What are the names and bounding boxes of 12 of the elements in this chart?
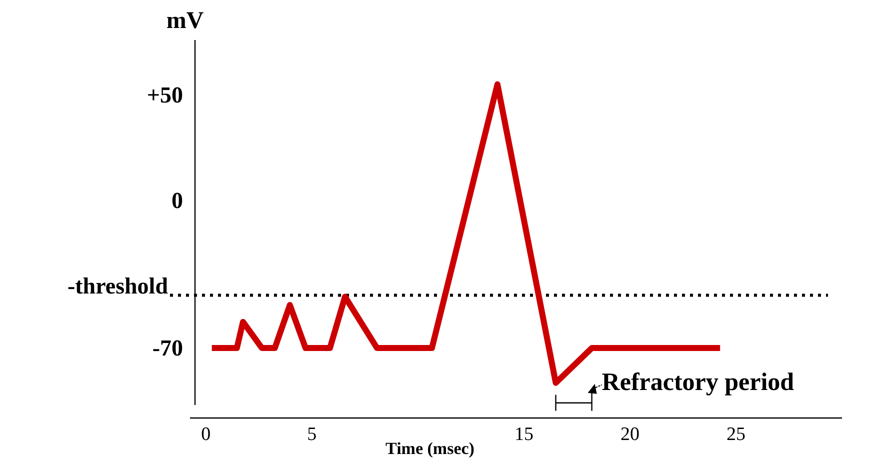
x-tick-label: 20	[620, 424, 640, 445]
x-tick-label: 0	[201, 424, 211, 445]
ref-line-label: -threshold	[67, 273, 168, 298]
y-tick-label: 0	[172, 188, 183, 213]
x-tick-label: 5	[307, 424, 317, 445]
x-tick-label: 25	[726, 424, 746, 445]
y-tick-label: -70	[152, 336, 183, 361]
x-tick-label: 15	[514, 424, 534, 445]
y-tick-label: +50	[146, 82, 183, 108]
y-axis-title: mV	[166, 8, 204, 34]
annotation: Refractory period	[602, 368, 794, 396]
x-axis-title: Time (msec)	[386, 439, 474, 458]
